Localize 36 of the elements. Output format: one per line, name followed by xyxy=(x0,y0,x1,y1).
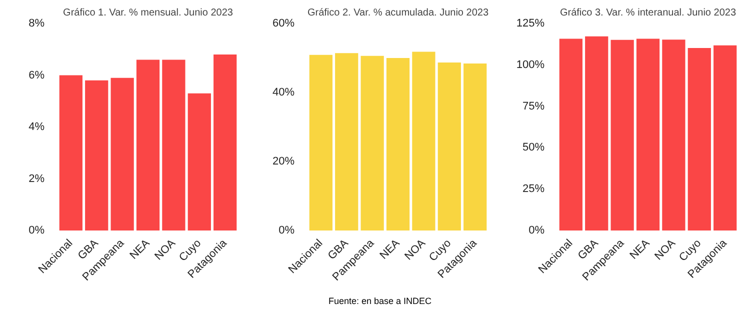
y-tick-label: 25% xyxy=(522,183,545,196)
bar xyxy=(162,60,186,230)
bar xyxy=(386,58,410,230)
y-tick-label: 60% xyxy=(272,18,295,30)
y-tick-label: 8% xyxy=(28,18,45,30)
x-tick-label: NEA xyxy=(128,236,153,262)
bar xyxy=(188,93,211,230)
y-tick-label: 4% xyxy=(28,121,45,133)
y-tick-label: 0% xyxy=(528,224,545,236)
y-tick-label: 75% xyxy=(522,100,545,112)
chart-title: Gráfico 2. Var. % acumulada. Junio 2023 xyxy=(307,8,489,18)
y-tick-label: 2% xyxy=(28,172,45,185)
bar xyxy=(59,75,82,230)
chart-title: Gráfico 1. Var. % mensual. Junio 2023 xyxy=(63,8,234,18)
y-tick-label: 6% xyxy=(28,69,45,82)
bar xyxy=(464,64,487,230)
bar xyxy=(309,54,332,230)
y-tick-label: 20% xyxy=(272,156,295,168)
y-tick-label: 0% xyxy=(28,224,45,236)
y-tick-label: 100% xyxy=(516,58,545,71)
bar xyxy=(110,78,134,230)
bar xyxy=(360,56,384,230)
x-tick-label: NEA xyxy=(378,236,403,262)
y-tick-label: 40% xyxy=(272,86,295,98)
chart-title: Gráfico 3. Var. % interanual. Junio 2023 xyxy=(560,8,736,18)
bar xyxy=(136,60,160,230)
y-tick-label: 125% xyxy=(516,18,545,30)
source-note: Fuente: en base a INDEC xyxy=(328,295,432,308)
x-tick-label: NEA xyxy=(628,236,653,262)
y-tick-label: 0% xyxy=(278,224,295,236)
bar xyxy=(438,62,461,230)
bar xyxy=(412,52,436,230)
bar xyxy=(214,54,237,230)
y-tick-label: 50% xyxy=(522,142,545,154)
bar xyxy=(85,80,108,230)
bar xyxy=(335,53,358,230)
